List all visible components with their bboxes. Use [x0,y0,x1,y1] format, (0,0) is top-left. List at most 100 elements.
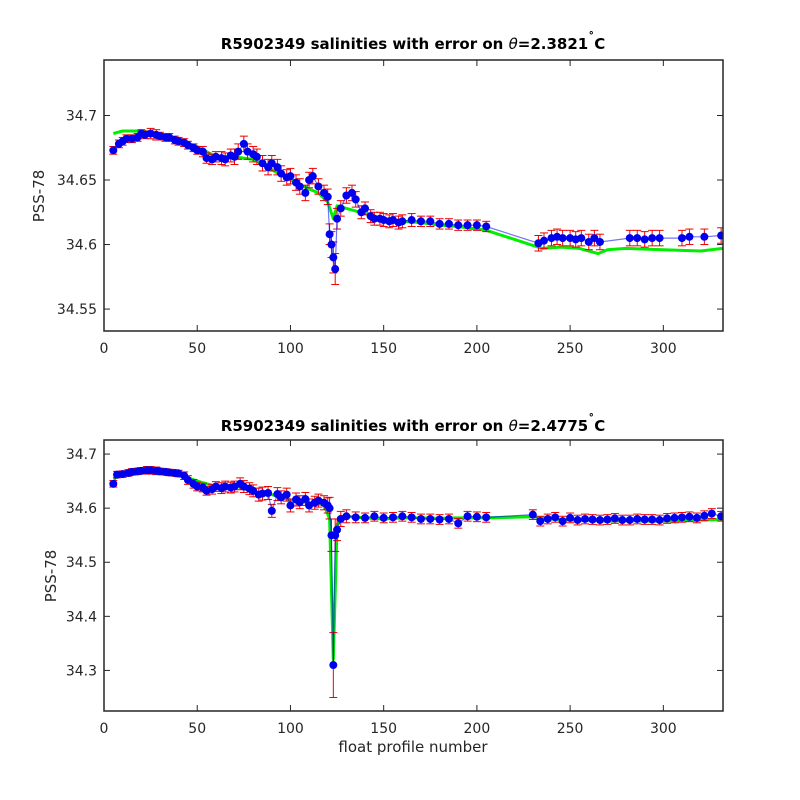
top-chart-xtick-label: 200 [464,341,491,357]
top-chart-data-point [308,172,317,181]
bottom-chart-data-point [558,517,567,526]
bottom-chart-data-point [581,514,590,523]
top-chart-data-point [361,204,370,213]
bottom-chart-ylabel: PSS-78 [42,550,60,603]
top-chart-ytick-label: 34.7 [66,108,97,124]
bottom-chart-data-point [183,476,192,485]
top-chart-data-point [472,221,481,230]
top-chart-xtick-label: 50 [188,341,206,357]
bottom-chart-data-point [267,506,276,515]
bottom-chart-data-point [692,513,701,522]
top-chart-title-unit: C [594,35,605,53]
bottom-chart-title-unit: C [594,417,605,435]
top-chart-xtick-label: 250 [557,341,584,357]
top-chart-data-point [267,159,276,168]
bottom-chart-data-point [351,513,360,522]
bottom-chart-data-point [663,514,672,523]
top-chart-data-point [323,192,332,201]
top-chart-data-point [463,221,472,230]
bottom-chart-plot-area [109,466,723,698]
top-chart-ytick-label: 34.6 [66,238,97,254]
bottom-chart-ytick-label: 34.6 [66,501,97,517]
bottom-chart-xlabel: float profile number [338,738,488,756]
top-chart-frame [103,59,724,332]
bottom-chart-data-point [536,517,545,526]
top-chart-data-point [625,234,634,243]
top-chart-data-point [333,214,342,223]
top-chart-data-point [416,217,425,226]
bottom-chart-data-point [543,514,552,523]
bottom-chart-data-point [342,512,351,521]
bottom-chart-data-point [370,512,379,521]
top-chart-title-prefix: R5902349 salinities with error on [221,35,509,53]
bottom-chart-data-point [633,514,642,523]
top-chart-data-point [239,139,248,148]
top-chart-plot-area [109,127,723,286]
top-chart-data-point [347,188,356,197]
bottom-chart-data-point [329,661,338,670]
bottom-chart-data-point [444,514,453,523]
bottom-chart-data-point [286,501,295,510]
top-chart-data-point [584,237,593,246]
bottom-chart-data-point [625,516,634,525]
top-chart-data-point [407,216,416,225]
bottom-chart-data-point [301,494,310,503]
bottom-chart-data-point [426,514,435,523]
bottom-chart-title-prefix: R5902349 salinities with error on [221,417,509,435]
top-chart-xtick-label: 100 [277,341,304,357]
top-chart-data-point [221,155,230,164]
bottom-chart-title-degree: ˚ [588,412,594,427]
top-chart-data-point [122,134,131,143]
top-chart-data-point [331,265,340,274]
bottom-chart-data-point [435,515,444,524]
top-chart-title-value: =2.3821 [518,35,588,53]
bottom-chart-data-point [685,512,694,521]
bottom-chart-title-theta: θ [509,417,518,435]
bottom-chart-data-point [249,486,258,495]
top-chart-title-degree: ˚ [588,30,594,45]
bottom-chart-data-point [677,513,686,522]
top-chart-xtick-label: 300 [650,341,677,357]
bottom-chart-data-point [610,514,619,523]
bottom-chart-data-point [325,504,334,513]
top-chart-data-point [370,214,379,223]
top-chart-data-point [426,217,435,226]
top-chart-data-point [109,146,118,155]
top-chart-data-point [301,188,310,197]
top-chart-data-point [677,234,686,243]
top-chart-data-point [685,232,694,241]
bottom-chart-data-point [648,515,657,524]
top-chart-data-point [482,222,491,231]
bottom-chart-data-point [109,479,118,488]
top-chart-ytick-label: 34.55 [57,302,97,318]
bottom-chart-data-point [595,516,604,525]
top-chart-title: R5902349 salinities with error on θ=2.38… [221,30,605,53]
top-chart-data-point [444,219,453,228]
bottom-chart-frame [103,439,724,712]
bottom-chart-data-point [603,515,612,524]
top-chart-data-point [336,204,345,213]
top-chart-data-point [329,253,338,262]
top-chart-data-point [655,234,664,243]
bottom-chart-data-point [463,512,472,521]
bottom-chart-data-point [566,513,575,522]
top-chart-title-theta: θ [509,35,518,53]
bottom-chart-data-point [670,513,679,522]
top-chart-data-point [325,230,334,239]
bottom-chart-data-point [528,510,537,519]
bottom-chart-data-point [700,511,709,520]
top-chart-data-point [577,234,586,243]
bottom-chart-title: R5902349 salinities with error on θ=2.47… [221,412,605,435]
bottom-chart-data-point [454,519,463,528]
bottom-chart-data-point [264,489,273,498]
top-chart-ytick-label: 34.65 [57,173,97,189]
top-chart-xtick-label: 150 [370,341,397,357]
bottom-chart-xtick-label: 150 [370,721,397,737]
top-chart-data-point [286,172,295,181]
top-chart-data-point [540,236,549,245]
bottom-chart-data-point [717,512,723,521]
bottom-chart-data-point [472,512,481,521]
bottom-chart-data-point [551,513,560,522]
